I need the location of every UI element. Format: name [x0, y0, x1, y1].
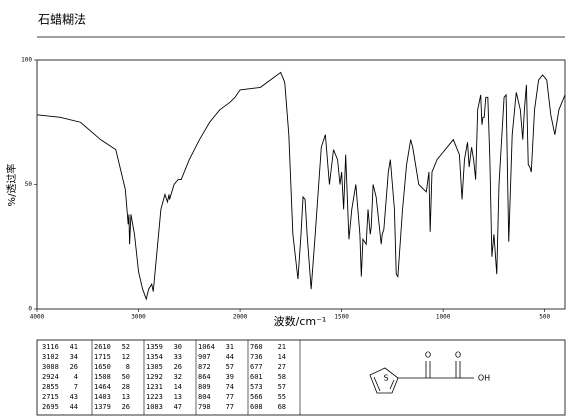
peak-transmittance: 26 — [174, 363, 182, 371]
peak-transmittance: 14 — [174, 383, 182, 391]
peak-transmittance: 77 — [226, 403, 234, 411]
peak-wavenumber: 1359 — [146, 343, 163, 351]
peak-transmittance: 74 — [226, 383, 234, 391]
peak-transmittance: 34 — [70, 353, 78, 361]
peak-wavenumber: 1403 — [94, 393, 111, 401]
peak-transmittance: 8 — [126, 363, 130, 371]
x-axis-label: 波数/cm⁻¹ — [274, 315, 327, 328]
peak-transmittance: 57 — [278, 383, 286, 391]
bond — [373, 376, 381, 392]
peak-wavenumber: 1223 — [146, 393, 163, 401]
peak-wavenumber: 2924 — [42, 373, 59, 381]
peak-wavenumber: 573 — [250, 383, 263, 391]
peak-transmittance: 7 — [74, 383, 78, 391]
peak-wavenumber: 2695 — [42, 403, 59, 411]
peak-wavenumber: 736 — [250, 353, 263, 361]
peak-wavenumber: 608 — [250, 403, 263, 411]
peak-transmittance: 58 — [278, 373, 286, 381]
x-tick-label: 2000 — [233, 314, 248, 321]
peak-transmittance: 31 — [226, 343, 234, 351]
y-tick-label: 50 — [25, 181, 33, 188]
peak-transmittance: 39 — [226, 373, 234, 381]
peak-wavenumber: 1083 — [146, 403, 163, 411]
peak-wavenumber: 809 — [198, 383, 211, 391]
peak-transmittance: 50 — [122, 373, 130, 381]
peak-wavenumber: 1064 — [198, 343, 215, 351]
peak-wavenumber: 804 — [198, 393, 211, 401]
peak-transmittance: 30 — [174, 343, 182, 351]
x-tick-label: 4000 — [30, 314, 45, 321]
x-tick-label: 500 — [539, 314, 550, 321]
x-tick-label: 3000 — [131, 314, 146, 321]
peak-wavenumber: 1715 — [94, 353, 111, 361]
atom-label: OH — [478, 374, 490, 383]
peak-transmittance: 32 — [174, 373, 182, 381]
peak-transmittance: 57 — [226, 363, 234, 371]
peak-wavenumber: 1231 — [146, 383, 163, 391]
peak-wavenumber: 864 — [198, 373, 211, 381]
peak-wavenumber: 677 — [250, 363, 263, 371]
structure: S O O OH — [369, 351, 490, 394]
spectrum-line — [36, 71, 566, 301]
peak-transmittance: 13 — [174, 393, 182, 401]
peak-wavenumber: 601 — [250, 373, 263, 381]
peak-transmittance: 14 — [278, 353, 286, 361]
peak-wavenumber: 2855 — [42, 383, 59, 391]
peak-transmittance: 44 — [226, 353, 234, 361]
peak-wavenumber: 1508 — [94, 373, 111, 381]
peak-transmittance: 77 — [226, 393, 234, 401]
peak-transmittance: 52 — [122, 343, 130, 351]
peak-wavenumber: 2715 — [42, 393, 59, 401]
peak-wavenumber: 566 — [250, 393, 263, 401]
peak-transmittance: 13 — [122, 393, 130, 401]
peak-wavenumber: 760 — [250, 343, 263, 351]
peak-wavenumber: 872 — [198, 363, 211, 371]
peak-wavenumber: 907 — [198, 353, 211, 361]
thiophene-ring — [369, 367, 399, 394]
peak-transmittance: 4 — [74, 373, 78, 381]
y-tick-label: 100 — [21, 57, 32, 64]
atom-label: S — [383, 374, 388, 383]
peak-transmittance: 26 — [70, 363, 78, 371]
peak-wavenumber: 3116 — [42, 343, 59, 351]
peak-wavenumber: 1379 — [94, 403, 111, 411]
peak-wavenumber: 1292 — [146, 373, 163, 381]
peak-transmittance: 26 — [122, 403, 130, 411]
peak-transmittance: 43 — [70, 393, 78, 401]
atom-label: O — [425, 351, 431, 360]
peak-transmittance: 27 — [278, 363, 286, 371]
peak-wavenumber: 798 — [198, 403, 211, 411]
table-frame — [36, 339, 566, 416]
peak-transmittance: 28 — [122, 383, 130, 391]
peak-transmittance: 33 — [174, 353, 182, 361]
peak-wavenumber: 3102 — [42, 353, 59, 361]
peak-transmittance: 68 — [278, 403, 286, 411]
peak-transmittance: 21 — [278, 343, 286, 351]
peak-transmittance: 44 — [70, 403, 78, 411]
y-tick-label: 0 — [28, 306, 32, 313]
y-axis-label: %/透过率 — [5, 164, 18, 207]
x-tick-label: 1500 — [334, 314, 349, 321]
peak-wavenumber: 1650 — [94, 363, 111, 371]
peak-wavenumber: 1354 — [146, 353, 163, 361]
x-tick-label: 1000 — [436, 314, 451, 321]
peak-wavenumber: 2610 — [94, 343, 111, 351]
bond — [389, 379, 395, 390]
peak-transmittance: 47 — [174, 403, 182, 411]
peak-transmittance: 12 — [122, 353, 130, 361]
chart-title: 石蜡糊法 — [38, 12, 86, 27]
peak-wavenumber: 1464 — [94, 383, 111, 391]
peak-transmittance: 55 — [278, 393, 286, 401]
peak-wavenumber: 3088 — [42, 363, 59, 371]
peak-transmittance: 41 — [70, 343, 78, 351]
peak-wavenumber: 1305 — [146, 363, 163, 371]
atom-label: O — [455, 351, 461, 360]
